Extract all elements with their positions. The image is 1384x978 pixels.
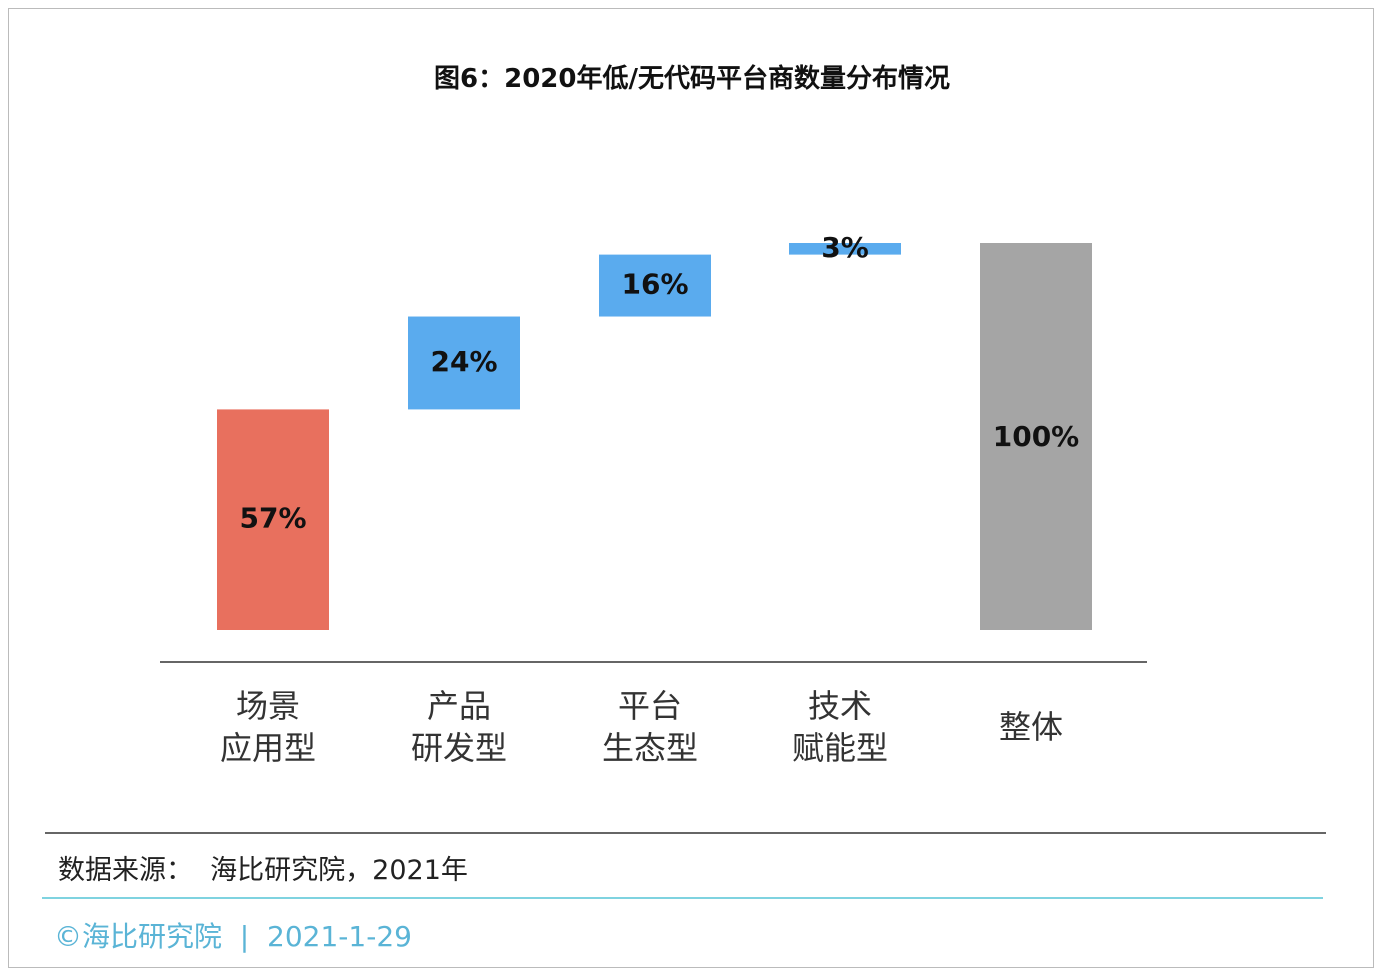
data-label: 16%: [621, 268, 688, 301]
bar: [599, 254, 711, 317]
data-label: 57%: [239, 502, 306, 535]
bar: [789, 243, 901, 255]
x-tick-label: 整体: [998, 708, 1063, 746]
bar: [408, 316, 520, 410]
source-note: 数据来源： 海比研究院，2021年: [58, 855, 468, 886]
footer: ©海比研究院 | 2021-1-29: [54, 920, 412, 953]
chart-title: 图6：2020年低/无代码平台商数量分布情况: [434, 64, 950, 94]
x-tick-label: 平台 生态型: [601, 687, 698, 767]
data-label: 24%: [430, 345, 497, 378]
x-tick-label: 场景 应用型: [219, 687, 316, 767]
frame: [8, 8, 1374, 968]
x-tick-label: 技术 赋能型: [791, 687, 888, 767]
bar: [217, 409, 329, 630]
data-label: 3%: [821, 231, 869, 264]
x-tick-label: 产品 研发型: [410, 687, 507, 767]
bar: [980, 243, 1092, 630]
data-label: 100%: [993, 420, 1080, 453]
